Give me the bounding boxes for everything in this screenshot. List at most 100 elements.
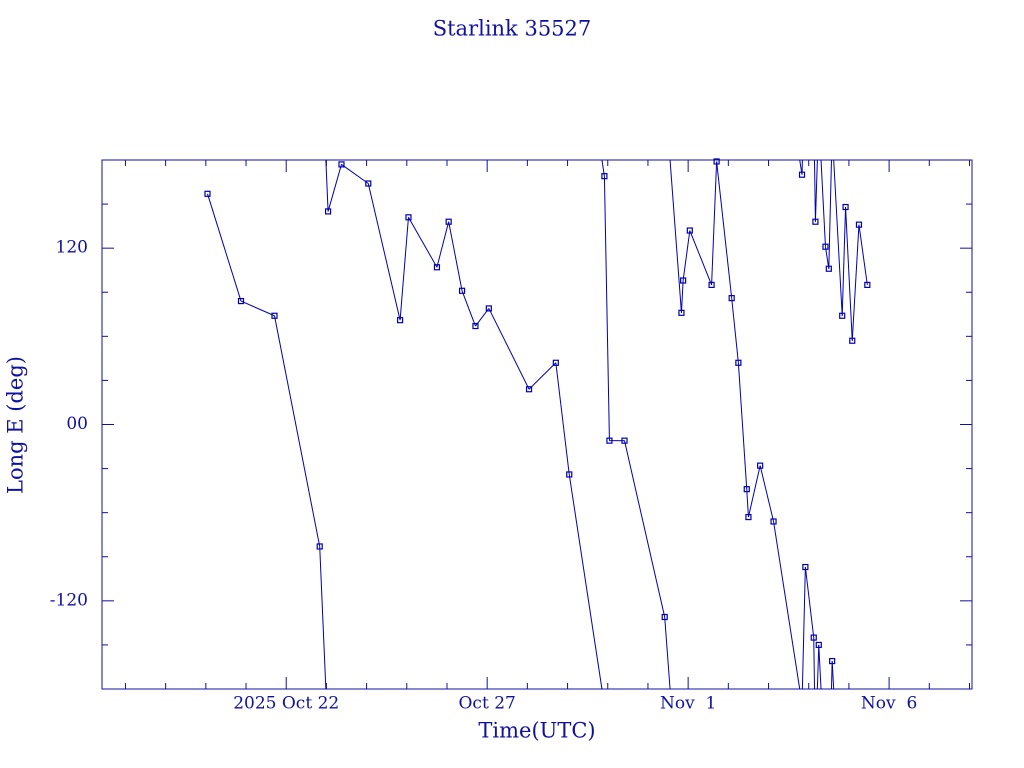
point-marker	[237, 297, 245, 305]
point-marker	[842, 203, 849, 211]
point-marker	[810, 634, 817, 641]
point-marker	[525, 386, 533, 393]
point-marker	[433, 264, 441, 271]
point-marker	[365, 180, 372, 187]
line-segment	[680, 280, 684, 313]
line-segment	[436, 221, 450, 268]
line-segment	[274, 315, 321, 547]
line-segment	[682, 230, 691, 281]
point-marker	[822, 243, 829, 250]
point-marker	[621, 437, 628, 444]
line-segment	[408, 217, 438, 268]
x-axis-label: Time(UTC)	[478, 719, 595, 743]
point-marker	[680, 277, 687, 284]
line-segment	[528, 362, 557, 390]
point-marker	[396, 317, 404, 324]
x-tick-label: Nov 1	[660, 694, 716, 714]
point-marker	[601, 173, 608, 180]
line-segment	[828, 159, 832, 269]
line-segment	[851, 224, 860, 341]
point-marker	[566, 471, 573, 478]
line-segment	[845, 206, 853, 341]
line-segment	[240, 300, 275, 317]
line-segment	[813, 637, 816, 690]
line-segment	[818, 644, 822, 690]
line-segment	[624, 440, 666, 618]
y-axis-label: Long E (deg)	[4, 356, 28, 494]
point-marker	[458, 287, 466, 294]
y-tick-label: -120	[50, 590, 88, 610]
point-marker	[552, 359, 559, 366]
point-marker	[735, 359, 742, 366]
line-segment	[858, 224, 868, 285]
point-marker	[713, 158, 720, 165]
point-marker	[708, 281, 715, 289]
x-tick-label: 2025 Oct 22	[233, 694, 339, 714]
point-marker	[606, 437, 613, 444]
line-segment	[603, 176, 610, 441]
point-marker	[743, 486, 750, 493]
line-segment	[841, 207, 847, 316]
y-tick-label: 120	[56, 238, 88, 258]
point-marker	[798, 171, 806, 178]
line-segment	[341, 164, 369, 184]
x-tick-label: Nov 6	[861, 694, 917, 714]
line-segment	[669, 159, 682, 313]
line-segment	[820, 159, 826, 247]
line-segment	[716, 161, 733, 299]
line-segment	[488, 308, 530, 390]
line-segment	[833, 159, 843, 316]
point-marker	[849, 337, 856, 344]
point-marker	[472, 322, 479, 330]
line-segment	[773, 521, 801, 690]
line-segment	[711, 161, 718, 285]
line-segment	[824, 246, 830, 269]
line-segment	[831, 661, 835, 690]
line-segment	[325, 159, 329, 212]
point-marker	[802, 563, 809, 571]
point-marker	[812, 218, 819, 225]
line-segment	[461, 290, 476, 327]
point-marker	[745, 513, 752, 521]
line-segment	[367, 183, 401, 321]
line-segment	[448, 221, 463, 291]
line-segment	[816, 644, 820, 690]
point-marker	[825, 265, 832, 272]
point-marker	[445, 218, 452, 225]
point-marker	[757, 462, 764, 469]
point-marker	[770, 518, 777, 525]
line-segment	[746, 489, 749, 518]
y-tick-label: 00	[66, 414, 88, 434]
point-marker	[405, 214, 412, 221]
point-marker	[728, 295, 735, 302]
point-marker	[855, 221, 863, 228]
line-segment	[759, 465, 775, 522]
point-marker	[678, 309, 685, 316]
line-segment	[689, 230, 713, 286]
line-segment	[731, 298, 739, 363]
line-segment	[399, 217, 409, 321]
line-segment	[804, 566, 815, 638]
line-segment	[207, 193, 242, 302]
line-segment	[568, 474, 603, 690]
point-marker	[324, 208, 332, 215]
point-marker	[686, 227, 693, 234]
line-segment	[737, 362, 748, 490]
point-marker	[839, 312, 846, 319]
line-segment	[327, 164, 342, 212]
line-segment	[664, 616, 671, 690]
point-marker	[661, 613, 668, 621]
chart-title: Starlink 35527	[433, 17, 592, 41]
point-marker	[829, 657, 836, 665]
line-segment	[814, 159, 818, 222]
line-segment	[747, 465, 761, 518]
x-tick-label: Oct 27	[459, 694, 516, 714]
point-marker	[864, 281, 871, 289]
point-marker	[204, 190, 211, 197]
line-segment	[319, 546, 327, 690]
point-marker	[338, 161, 345, 168]
point-marker	[271, 312, 278, 319]
